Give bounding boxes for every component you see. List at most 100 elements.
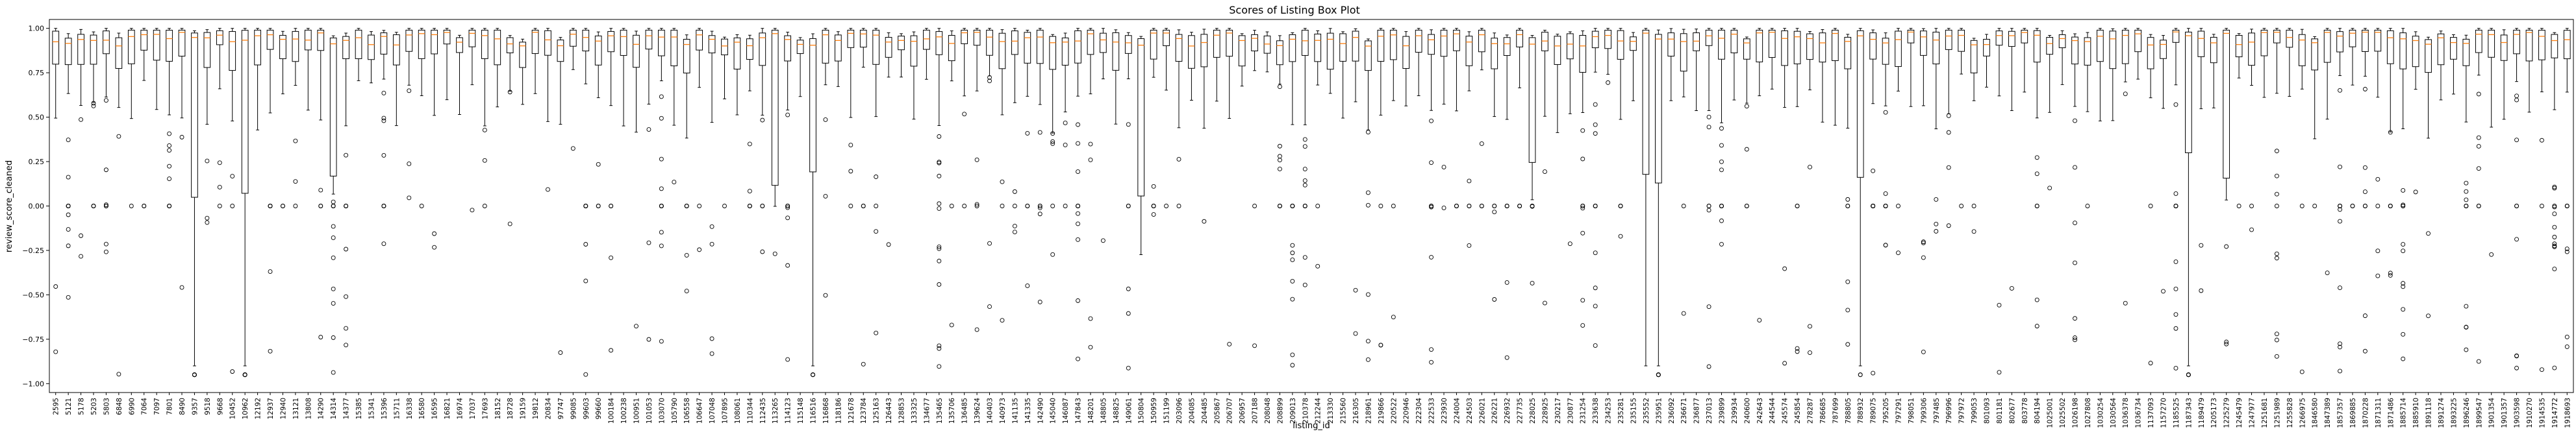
outlier-point bbox=[470, 208, 475, 213]
box-group bbox=[645, 28, 653, 342]
x-tick-label: 125163 bbox=[873, 398, 881, 424]
box-group bbox=[2172, 28, 2180, 370]
box-group bbox=[329, 35, 337, 375]
outlier-point bbox=[2426, 313, 2431, 319]
x-tick-label: 14290 bbox=[318, 398, 325, 419]
outlier-point bbox=[2274, 332, 2279, 337]
x-tick-label: 1896246 bbox=[2463, 398, 2471, 428]
outlier-point bbox=[167, 176, 172, 181]
box bbox=[1428, 34, 1435, 55]
x-tick-label: 121678 bbox=[848, 398, 855, 424]
outlier-point bbox=[2552, 365, 2557, 370]
box-group bbox=[986, 28, 993, 309]
x-tick-label: 213330 bbox=[1327, 398, 1335, 424]
box-group bbox=[2399, 28, 2407, 361]
outlier-point bbox=[2173, 204, 2178, 208]
outlier-point bbox=[482, 158, 487, 163]
outlier-point bbox=[2224, 341, 2229, 346]
outlier-point bbox=[167, 143, 172, 148]
box bbox=[973, 29, 981, 46]
outlier-point bbox=[1719, 167, 1724, 173]
box-group bbox=[317, 28, 325, 340]
outlier-point bbox=[1277, 143, 1282, 149]
x-tick-label: 236092 bbox=[1668, 398, 1676, 424]
outlier-point bbox=[1378, 204, 1383, 208]
box-group bbox=[2425, 36, 2432, 319]
outlier-point bbox=[2489, 252, 2494, 257]
box bbox=[2223, 29, 2230, 179]
box-group bbox=[1667, 28, 1675, 101]
x-tick-label: 242643 bbox=[1756, 398, 1764, 424]
outlier-point bbox=[1176, 204, 1181, 208]
box-group bbox=[784, 32, 792, 362]
outlier-point bbox=[1202, 219, 1207, 224]
x-tick-label: 134677 bbox=[923, 398, 931, 424]
outlier-point bbox=[419, 204, 424, 208]
outlier-point bbox=[1681, 204, 1686, 208]
x-tick-label: 6848 bbox=[116, 398, 123, 415]
outlier-point bbox=[709, 351, 714, 356]
outlier-point bbox=[2401, 332, 2406, 337]
outlier-point bbox=[103, 241, 108, 247]
box-group bbox=[898, 33, 905, 78]
outlier-point bbox=[987, 304, 992, 309]
box-group bbox=[229, 28, 236, 374]
x-tick-label: 128853 bbox=[898, 398, 906, 424]
outlier-point bbox=[1290, 250, 1295, 256]
outlier-point bbox=[1302, 282, 1307, 287]
x-tick-label: 207188 bbox=[1252, 398, 1259, 424]
x-tick-label: 7801 bbox=[166, 398, 174, 415]
box bbox=[1869, 32, 1876, 60]
box bbox=[2097, 29, 2104, 62]
outlier-point bbox=[974, 157, 979, 162]
box bbox=[1831, 29, 1839, 61]
outlier-point bbox=[1543, 300, 1547, 306]
x-tick-label: 1245479 bbox=[2236, 398, 2243, 428]
x-tick-label: 240600 bbox=[1743, 398, 1751, 424]
x-tick-label: 9518 bbox=[204, 398, 212, 415]
x-tick-label: 203096 bbox=[1176, 398, 1183, 424]
box-group bbox=[279, 30, 286, 208]
outlier-point bbox=[1871, 168, 1876, 173]
outlier-point bbox=[823, 117, 828, 122]
outlier-point bbox=[2401, 356, 2406, 361]
box bbox=[90, 34, 97, 65]
x-tick-label: 1036734 bbox=[2135, 398, 2143, 428]
outlier-point bbox=[1845, 204, 1850, 208]
box bbox=[1693, 32, 1700, 51]
box-group bbox=[1200, 29, 1208, 224]
box-group bbox=[1642, 28, 1650, 367]
box bbox=[923, 29, 930, 50]
outlier-point bbox=[987, 79, 992, 84]
outlier-point bbox=[2375, 273, 2380, 278]
outlier-point bbox=[974, 327, 979, 332]
outlier-point bbox=[318, 335, 323, 340]
outlier-point bbox=[2362, 204, 2368, 208]
outlier-point bbox=[2552, 224, 2557, 230]
box-group bbox=[1137, 36, 1145, 256]
outlier-point bbox=[1302, 137, 1307, 142]
outlier-point bbox=[609, 348, 614, 353]
x-tick-label: 118186 bbox=[835, 398, 842, 424]
x-tick-label: 15711 bbox=[393, 398, 401, 419]
x-tick-label: 226021 bbox=[1478, 398, 1486, 424]
outlier-point bbox=[760, 204, 765, 208]
outlier-point bbox=[722, 204, 727, 208]
outlier-point bbox=[2274, 191, 2279, 197]
outlier-point bbox=[1808, 350, 1812, 356]
box-group bbox=[127, 28, 135, 208]
outlier-point bbox=[1934, 197, 1939, 202]
outlier-point bbox=[2464, 325, 2469, 330]
outlier-point bbox=[2161, 289, 2166, 294]
outlier-point bbox=[1076, 122, 1080, 127]
box bbox=[1768, 29, 1776, 58]
x-tick-label: 148201 bbox=[1087, 398, 1095, 424]
outlier-point bbox=[2388, 272, 2393, 278]
box bbox=[1730, 29, 1738, 54]
x-tick-label: 804194 bbox=[2034, 398, 2041, 424]
outlier-point bbox=[79, 233, 84, 238]
box bbox=[2021, 29, 2028, 43]
outlier-point bbox=[1088, 141, 1093, 147]
outlier-point bbox=[318, 204, 323, 208]
box bbox=[721, 38, 728, 56]
